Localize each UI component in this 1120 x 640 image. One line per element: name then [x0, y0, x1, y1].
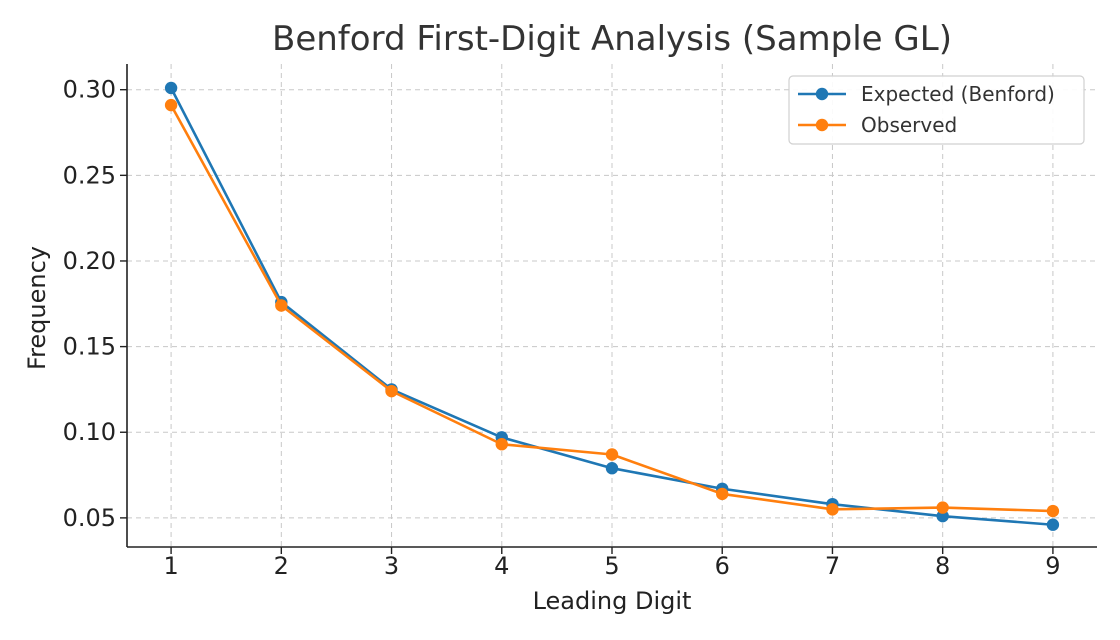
data-point-observed-7	[826, 503, 839, 516]
data-point-expected-benford-9	[1046, 518, 1060, 531]
x-tick-label: 2	[274, 552, 289, 580]
x-tick-label: 7	[825, 552, 840, 580]
y-tick-label: 0.25	[63, 161, 116, 189]
data-point-observed-9	[1046, 504, 1060, 518]
legend: Expected (Benford) Observed	[788, 75, 1085, 145]
y-tick-label: 0.20	[63, 247, 116, 275]
x-tick-label: 6	[715, 552, 730, 580]
chart-title: Benford First-Digit Analysis (Sample GL)	[272, 19, 952, 59]
data-point-observed-2	[275, 299, 288, 312]
legend-box	[788, 75, 1085, 145]
data-point-expected-benford-5	[605, 462, 619, 475]
x-tick-label: 4	[494, 552, 509, 580]
legend-swatch-marker-expected-benford	[815, 87, 829, 101]
y-tick-label: 0.30	[63, 76, 116, 104]
data-point-observed-8	[936, 501, 949, 514]
x-tick-label: 8	[935, 552, 950, 580]
legend-swatch-marker-observed	[815, 118, 829, 132]
y-tick-label: 0.10	[63, 418, 116, 446]
data-point-observed-1	[164, 98, 178, 112]
data-point-expected-benford-8	[936, 509, 949, 523]
y-tick-label: 0.05	[63, 504, 116, 532]
data-point-observed-3	[385, 384, 398, 398]
y-axis-label: Frequency	[23, 246, 51, 370]
data-point-observed-4	[495, 438, 508, 451]
data-point-expected-benford-1	[164, 81, 178, 95]
tick-layer: 1 2 3 4 5 6 7 8 9 0.05 0.10 0.15 0.20 0.25 0.30	[63, 76, 1061, 580]
x-tick-label: 1	[163, 552, 178, 580]
legend-label-observed: Observed	[861, 113, 957, 137]
x-tick-label: 9	[1045, 552, 1060, 580]
x-axis-label: Leading Digit	[533, 587, 692, 615]
x-tick-label: 3	[384, 552, 399, 580]
data-point-observed-5	[605, 448, 619, 461]
series-layer	[164, 81, 1060, 531]
y-tick-label: 0.15	[63, 333, 116, 361]
legend-label-expected-benford: Expected (Benford)	[861, 82, 1055, 106]
x-tick-label: 5	[604, 552, 619, 580]
data-point-observed-6	[716, 487, 729, 501]
